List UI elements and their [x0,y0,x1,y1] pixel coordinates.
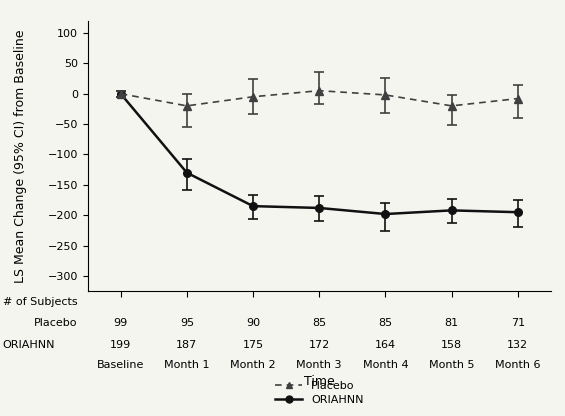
Text: 90: 90 [246,318,260,328]
Text: Time: Time [304,375,334,388]
Text: Month 3: Month 3 [297,360,342,370]
Text: 175: 175 [242,340,264,350]
Text: # of Subjects: # of Subjects [3,297,77,307]
Text: Month 1: Month 1 [164,360,210,370]
Text: 95: 95 [180,318,194,328]
Text: Month 2: Month 2 [230,360,276,370]
Text: 71: 71 [511,318,525,328]
Text: Month 4: Month 4 [363,360,408,370]
Text: Placebo: Placebo [34,318,77,328]
Text: 132: 132 [507,340,528,350]
Text: 172: 172 [308,340,330,350]
Text: 158: 158 [441,340,462,350]
Text: ORIAHNN: ORIAHNN [3,340,55,350]
Text: 81: 81 [445,318,459,328]
Text: Month 5: Month 5 [429,360,475,370]
Y-axis label: LS Mean Change (95% CI) from Baseline: LS Mean Change (95% CI) from Baseline [14,29,27,283]
Text: Month 6: Month 6 [495,360,541,370]
Legend: Placebo, ORIAHNN: Placebo, ORIAHNN [270,377,368,409]
Text: 85: 85 [312,318,326,328]
Text: 199: 199 [110,340,131,350]
Text: 164: 164 [375,340,396,350]
Text: 187: 187 [176,340,198,350]
Text: Baseline: Baseline [97,360,144,370]
Text: 99: 99 [114,318,128,328]
Text: 85: 85 [379,318,393,328]
